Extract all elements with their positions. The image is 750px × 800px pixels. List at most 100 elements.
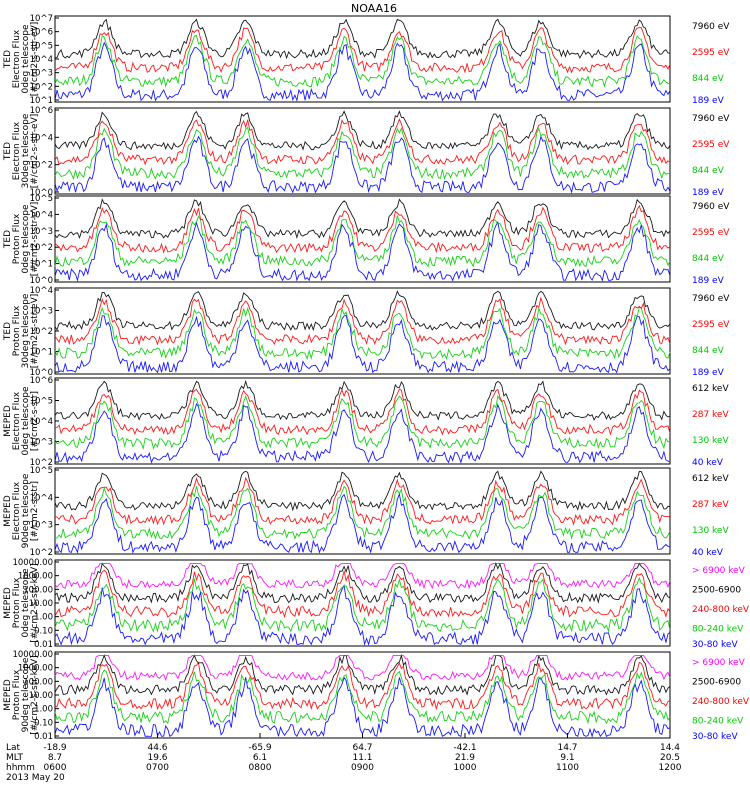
x-tick-label: 9.1 xyxy=(560,753,574,763)
y-axis-label: TED xyxy=(3,230,13,249)
x-tick-label: 0800 xyxy=(249,763,272,773)
flux-trace xyxy=(54,654,671,682)
x-row-label: hhmm xyxy=(6,763,35,773)
legend-entry: 80-240 keV xyxy=(692,717,744,727)
legend-entry: 287 keV xyxy=(692,500,729,510)
legend-entry: 240-800 keV xyxy=(692,605,750,615)
y-tick-label: 10^1 xyxy=(30,260,53,270)
flux-trace xyxy=(54,395,671,451)
legend-entry: 2595 eV xyxy=(692,320,730,330)
y-tick-label: 10^5 xyxy=(30,397,53,407)
flux-trace xyxy=(54,661,671,711)
y-tick-label: 10^5 xyxy=(30,41,53,51)
y-tick-label: 10^3 xyxy=(30,438,53,448)
y-tick-label: 10000.00 xyxy=(12,558,53,568)
y-tick-label: 100.00 xyxy=(23,677,53,687)
y-tick-label: 10^2 xyxy=(30,548,53,558)
y-axis-label: TED xyxy=(3,322,13,341)
x-tick-label: 6.1 xyxy=(253,753,267,763)
flux-trace xyxy=(54,198,671,240)
legend-entry: 7960 eV xyxy=(692,114,730,124)
y-tick-label: 10^5 xyxy=(30,194,53,204)
y-axis-label: 30deg telescope xyxy=(21,113,31,188)
y-tick-label: 10^0 xyxy=(30,276,53,286)
y-tick-label: 10^3 xyxy=(30,521,53,531)
y-axis-label: [#/cm2-s-str] xyxy=(30,481,40,541)
legend-entry: 189 eV xyxy=(692,96,725,106)
legend-entry: 287 keV xyxy=(692,410,729,420)
legend-entry: 80-240 keV xyxy=(692,625,744,635)
y-axis-label: Electron Flux xyxy=(12,481,22,540)
y-axis-label: 0deg telescope xyxy=(21,204,31,274)
flux-trace xyxy=(54,126,671,181)
flux-trace xyxy=(54,476,671,526)
panel-3: 10^0 10^1 10^2 10^3 10^4 10^5 TED Proton Flux 0d… xyxy=(3,194,730,286)
panel-5: 10^2 10^3 10^4 10^5 10^6 MEPED Electron Flux 0d… xyxy=(3,376,729,468)
flux-trace xyxy=(54,34,671,88)
y-axis-label: Proton Flux xyxy=(12,669,22,720)
flux-trace xyxy=(54,110,671,151)
y-tick-label: 0.01 xyxy=(34,732,53,742)
y-tick-label: 100.00 xyxy=(23,585,53,595)
flux-trace xyxy=(54,215,671,268)
flux-trace xyxy=(54,388,671,436)
y-tick-label: 10.00 xyxy=(29,599,53,609)
flux-trace xyxy=(54,676,671,738)
flux-trace xyxy=(54,470,671,512)
y-axis-label: [#/cm2-s-str-eV] xyxy=(30,22,40,97)
flux-trace xyxy=(54,492,671,554)
legend-entry: 844 eV xyxy=(692,254,725,264)
panel-frame xyxy=(54,287,671,375)
legend-entry: 612 keV xyxy=(692,384,729,394)
y-axis-label: 0deg telescope xyxy=(21,568,31,638)
y-axis-label: Proton Flux xyxy=(12,305,22,356)
y-axis-label: MEPED xyxy=(3,495,13,527)
y-tick-label: 10^3 xyxy=(30,227,53,237)
chart-title: NOAA16 xyxy=(351,2,397,15)
flux-trace xyxy=(54,296,671,346)
y-tick-label: 1000.00 xyxy=(18,664,53,674)
panel-2: 10^0 10^2 10^4 10^6 TED Electron Flux 30deg te… xyxy=(3,106,730,198)
y-axis-label: Electron Flux xyxy=(12,29,22,88)
flux-trace xyxy=(54,562,671,604)
y-tick-label: 10^4 xyxy=(30,493,53,503)
x-tick-label: 1000 xyxy=(454,763,477,773)
y-tick-label: 10^2 xyxy=(30,82,53,92)
flux-trace xyxy=(54,27,671,74)
flux-trace xyxy=(54,314,671,374)
y-tick-label: 10^2 xyxy=(30,161,53,171)
legend-entry: 130 keV xyxy=(692,436,729,446)
legend-entry: 40 keV xyxy=(692,458,724,468)
y-axis-label: 0deg telescope xyxy=(21,386,31,456)
flux-trace xyxy=(54,669,671,725)
y-tick-label: 10^7 xyxy=(30,14,53,24)
y-axis-label: [#/cm2-s-str-eV] xyxy=(30,114,40,189)
flux-trace xyxy=(54,220,671,283)
flux-trace xyxy=(54,653,671,696)
y-tick-label: 10^0 xyxy=(30,188,53,198)
legend-entry: 40 keV xyxy=(692,548,724,558)
y-axis-label: Electron Flux xyxy=(12,121,22,180)
flux-trace xyxy=(54,18,671,60)
flux-trace xyxy=(54,135,671,194)
y-tick-label: 10^6 xyxy=(30,28,53,38)
panel-frame xyxy=(54,467,671,555)
y-axis-label: [#/cm2-s-str-keV] xyxy=(30,655,40,734)
y-tick-label: 10000.00 xyxy=(12,650,53,660)
x-tick-label: 1100 xyxy=(556,763,579,773)
y-axis-label: [#/cm2-s-str] xyxy=(30,391,40,451)
y-tick-label: 10^3 xyxy=(30,69,53,79)
y-axis-label: MEPED xyxy=(3,587,13,619)
flux-trace xyxy=(54,41,671,102)
flux-trace xyxy=(54,485,671,540)
y-tick-label: 10^6 xyxy=(30,376,53,386)
y-tick-label: 10^5 xyxy=(30,466,53,476)
y-tick-label: 1.00 xyxy=(34,613,53,623)
x-row-label: Lat xyxy=(6,743,21,753)
y-tick-label: 10^4 xyxy=(30,55,53,65)
y-axis-label: MEPED xyxy=(3,405,13,437)
panel-frame xyxy=(54,195,671,283)
y-tick-label: 10^4 xyxy=(30,133,53,143)
y-axis-label: MEPED xyxy=(3,679,13,711)
